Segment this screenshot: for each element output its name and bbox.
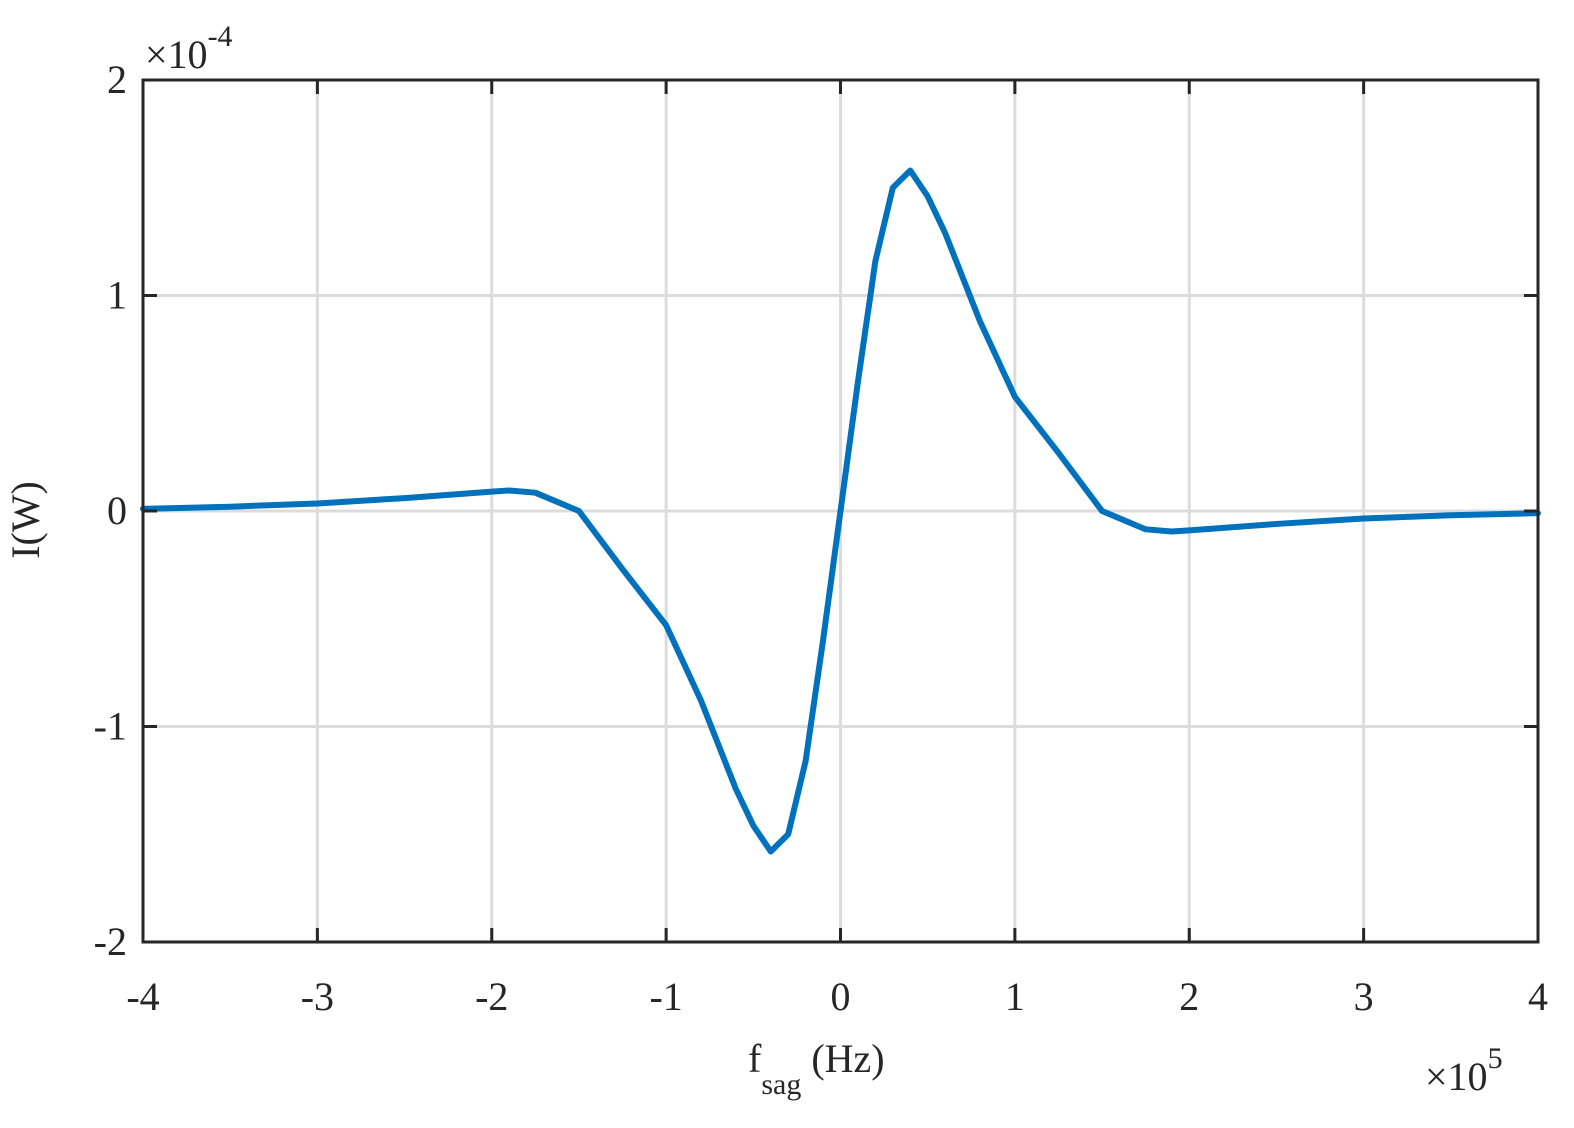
x-multiplier-base: ×10: [1425, 1054, 1488, 1099]
y-multiplier-exponent: -4: [208, 20, 233, 53]
x-multiplier-exponent: 5: [1488, 1042, 1503, 1075]
x-label-unit: (Hz): [811, 1036, 884, 1081]
line-series: [140, 167, 1541, 855]
x-tick-label: 1: [1005, 974, 1025, 1019]
ticks: -4 -3 -2 -1 0 1 2 3 4 -2 -1 0 1 2: [94, 57, 1548, 1019]
x-tick-label: 2: [1179, 974, 1199, 1019]
y-tick-label: 0: [107, 488, 127, 533]
x-tick-label: 3: [1354, 974, 1374, 1019]
x-label-subscript: sag: [761, 1068, 801, 1101]
x-label-main: f: [748, 1036, 762, 1081]
y-tick-label: 2: [107, 57, 127, 102]
x-tick-label: -3: [301, 974, 334, 1019]
x-tick-label: -4: [126, 974, 159, 1019]
y-tick-label: -1: [94, 704, 127, 749]
x-tick-label: -2: [475, 974, 508, 1019]
y-multiplier-base: ×10: [145, 32, 208, 77]
x-tick-label: 4: [1528, 974, 1548, 1019]
x-multiplier: ×105: [1425, 1042, 1503, 1099]
y-tick-label: -2: [94, 919, 127, 964]
y-tick-label: 1: [107, 273, 127, 318]
x-tick-label: 0: [831, 974, 851, 1019]
y-multiplier: ×10-4: [145, 20, 233, 77]
x-axis-label: fsag (Hz): [748, 1036, 885, 1101]
x-tick-label: -1: [649, 974, 682, 1019]
y-axis-label: I(W): [3, 481, 48, 559]
plot: [140, 167, 1541, 855]
